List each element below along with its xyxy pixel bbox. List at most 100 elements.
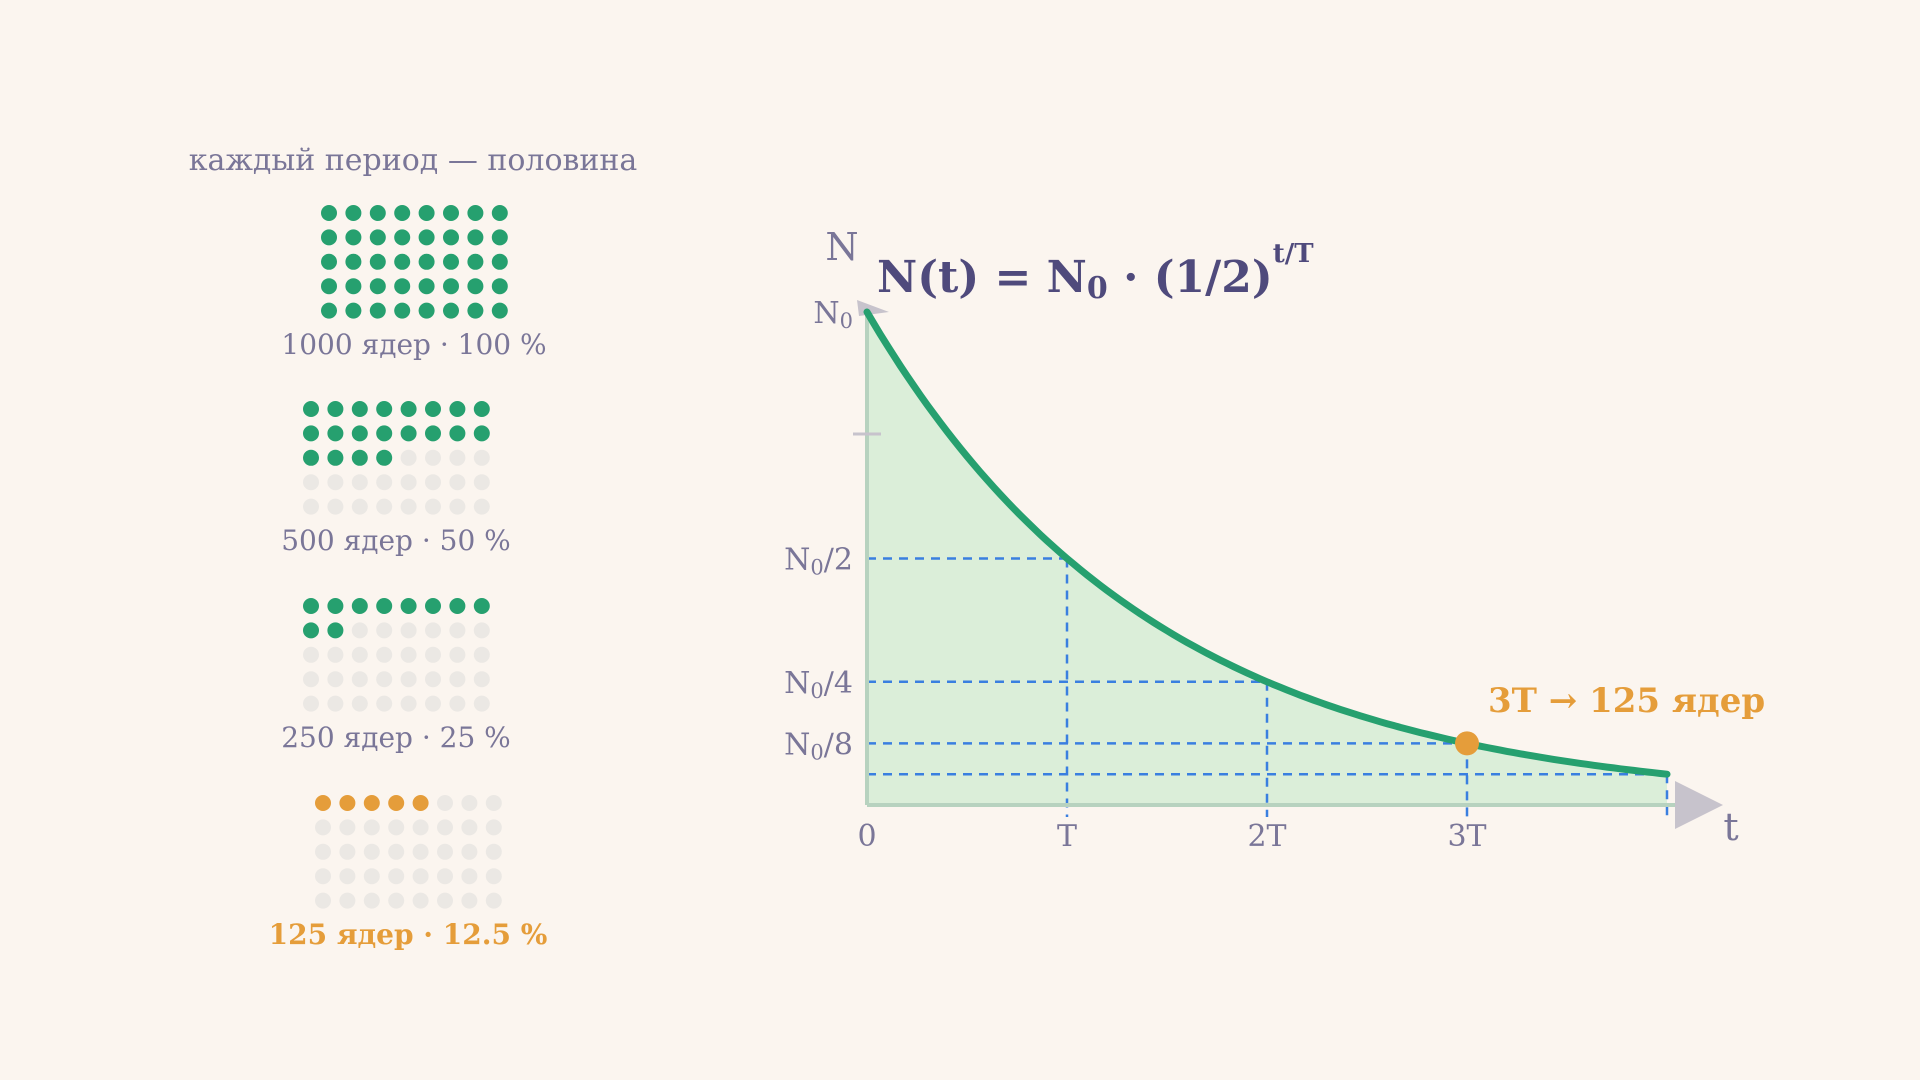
formula: N(t) = N0 · (1/2)t/T (877, 239, 1314, 306)
highlight-point (1455, 731, 1479, 756)
nucleus-dot (394, 253, 411, 270)
nucleus-dot (351, 425, 368, 442)
decayed-dot (303, 646, 319, 663)
nuclei-group-label: 250 ядер · 25 % (281, 721, 511, 754)
decayed-dot (376, 622, 393, 639)
nucleus-dot (363, 795, 380, 811)
decayed-dot (425, 474, 441, 491)
decayed-dot (485, 892, 502, 909)
nucleus-dot (303, 622, 319, 639)
formula-rhs: · (1/2) (1108, 252, 1273, 303)
decayed-dot (412, 843, 429, 860)
decay-graph: N t N(t) = N0 · (1/2)t/T N0N0/2N0/4N0/8 … (784, 225, 1765, 854)
x-tick-label: T (1057, 819, 1077, 854)
nuclei-group: 1000 ядер · 100 % (281, 205, 547, 361)
nucleus-dot (443, 205, 459, 221)
nucleus-dot (467, 253, 484, 270)
decayed-dot (412, 892, 429, 909)
decayed-dot (400, 622, 417, 639)
decayed-dot (449, 498, 466, 515)
decayed-dot (303, 474, 319, 491)
decayed-dot (473, 646, 490, 663)
decayed-dot (339, 868, 356, 885)
y-tick-label: N0/4 (784, 666, 853, 703)
nucleus-dot (369, 253, 386, 270)
y-tick-label: N0 (813, 296, 853, 333)
nucleus-dot (321, 302, 337, 319)
decayed-dot (425, 671, 441, 688)
decayed-dot (449, 695, 466, 712)
nucleus-dot (491, 229, 508, 246)
decayed-dot (461, 892, 478, 909)
nuclei-group-label: 1000 ядер · 100 % (281, 328, 546, 361)
nucleus-dot (425, 598, 441, 614)
decayed-dot (425, 449, 441, 466)
nucleus-dot (388, 795, 405, 811)
decayed-dot (376, 671, 393, 688)
left-panel: каждый период — половина 1000 ядер · 100… (189, 143, 638, 951)
nucleus-dot (321, 229, 337, 246)
decayed-dot (473, 498, 490, 515)
nucleus-dot (449, 598, 466, 614)
decayed-dot (485, 819, 502, 836)
nucleus-dot (321, 205, 337, 221)
decayed-dot (400, 449, 417, 466)
decayed-dot (485, 843, 502, 860)
y-tick-label: N0/8 (784, 727, 853, 764)
nucleus-dot (449, 401, 466, 417)
decayed-dot (425, 498, 441, 515)
decayed-dot (327, 474, 344, 491)
decayed-dot (400, 646, 417, 663)
nucleus-dot (467, 229, 484, 246)
decayed-dot (303, 671, 319, 688)
nucleus-dot (351, 449, 368, 466)
nucleus-dot (315, 795, 331, 811)
decayed-dot (400, 671, 417, 688)
nucleus-dot (345, 253, 362, 270)
nucleus-dot (394, 229, 411, 246)
nucleus-dot (418, 253, 435, 270)
nucleus-dot (303, 425, 319, 442)
nucleus-dot (339, 795, 356, 811)
x-tick-label: 3T (1447, 819, 1486, 854)
decayed-dot (449, 646, 466, 663)
nucleus-dot (491, 253, 508, 270)
decayed-dot (339, 819, 356, 836)
guide-lines (867, 557, 1669, 817)
nucleus-dot (400, 401, 417, 417)
x-tick-labels: 0 T 2T 3T (857, 819, 1486, 854)
decayed-dot (351, 622, 368, 639)
decayed-dot (437, 892, 453, 909)
decayed-dot (303, 498, 319, 515)
decayed-dot (437, 868, 453, 885)
nucleus-dot (327, 449, 344, 466)
nucleus-dot (418, 302, 435, 319)
nucleus-dot (345, 205, 362, 221)
nucleus-dot (467, 278, 484, 295)
nucleus-dot (473, 401, 490, 417)
decayed-dot (363, 892, 380, 909)
decayed-dot (437, 795, 453, 811)
nucleus-dot (376, 449, 393, 466)
decayed-dot (315, 843, 331, 860)
nucleus-dot (321, 278, 337, 295)
nucleus-dot (418, 229, 435, 246)
y-tick-labels: N0 N0/2 N0/4 N0/8 (784, 296, 853, 764)
nuclei-group-label: 125 ядер · 12.5 % (269, 918, 548, 951)
decayed-dot (449, 671, 466, 688)
decayed-dot (327, 671, 344, 688)
decayed-dot (303, 695, 319, 712)
nucleus-dot (449, 425, 466, 442)
formula-lhs: N(t) = N (877, 252, 1087, 303)
decayed-dot (315, 868, 331, 885)
formula-exponent: t/T (1273, 239, 1315, 269)
decayed-dot (388, 819, 405, 836)
decayed-dot (485, 795, 502, 811)
decayed-dot (376, 695, 393, 712)
nucleus-dot (321, 253, 337, 270)
nucleus-dot (303, 401, 319, 417)
left-panel-caption: каждый период — половина (189, 143, 638, 178)
x-axis-arrow-icon (1675, 781, 1723, 829)
nucleus-dot (418, 278, 435, 295)
